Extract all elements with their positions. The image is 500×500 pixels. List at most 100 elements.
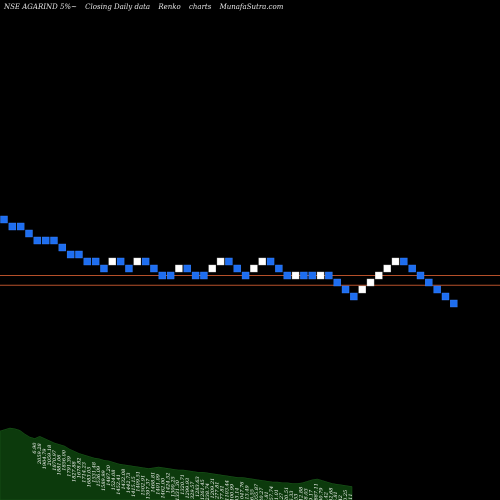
price-label: 1103.14 <box>234 488 240 500</box>
renko-brick-down <box>333 278 341 287</box>
renko-brick-down <box>75 250 83 259</box>
renko-brick-down <box>33 236 42 245</box>
header-symbol: NSE AGARIND 5%~ <box>4 3 77 11</box>
renko-brick-down <box>125 264 133 273</box>
renko-brick-down <box>141 257 150 266</box>
price-label: 1452.41 <box>116 474 122 495</box>
renko-brick-down <box>158 271 166 280</box>
price-label: 885.53 <box>294 494 300 500</box>
chart-header: NSE AGARIND 5%~ Closing Daily data Renko… <box>4 3 289 11</box>
price-label: 1432.08 <box>121 469 127 490</box>
price-label: 1020.27 <box>259 487 265 500</box>
renko-brick-down <box>408 264 416 273</box>
renko-brick-down <box>66 250 75 259</box>
renko-brick-up <box>291 271 300 280</box>
renko-brick-down <box>116 257 125 266</box>
price-label: 1320.71 <box>180 474 186 495</box>
renko-brick-down <box>441 292 450 301</box>
renko-brick-down <box>83 257 92 266</box>
price-label: 802.68 <box>328 488 334 500</box>
renko-brick-down <box>150 264 158 273</box>
price-label: 1100.99 <box>230 483 236 500</box>
price-label: 1531.48 <box>91 462 97 483</box>
renko-brick-up <box>366 278 375 287</box>
renko-brick-up <box>208 264 216 273</box>
renko-brick-up <box>216 257 225 266</box>
reference-lines <box>0 275 500 286</box>
price-label: 1103.44 <box>225 480 231 500</box>
price-label: 1424.52 <box>165 473 171 494</box>
price-label: 1904.79 <box>42 448 48 469</box>
price-label: 957.74 <box>269 486 275 500</box>
price-label: 1120.51 <box>284 487 290 500</box>
renko-bricks <box>0 215 458 308</box>
renko-brick-down <box>91 257 100 266</box>
price-label: 1827.88 <box>72 461 78 482</box>
renko-brick-down <box>425 278 433 287</box>
price-label: 1487.20 <box>106 464 112 485</box>
header-chart-kind: Closing Daily data <box>85 3 151 11</box>
price-label: 1678.82 <box>76 458 82 479</box>
price-label: 1442.73 <box>126 473 132 494</box>
price-label: 1277.81 <box>215 482 221 500</box>
renko-brick-up <box>133 257 141 266</box>
renko-brick-up <box>316 271 325 280</box>
renko-brick-down <box>400 257 408 266</box>
price-label: 1300.25 <box>170 476 176 497</box>
price-label: 1299.93 <box>185 478 191 499</box>
price-label: 1238.74 <box>205 483 211 500</box>
price-label: 1409.51 <box>136 471 142 492</box>
price-label: 1791.39 <box>67 455 73 476</box>
price-label: 1502.91 <box>141 475 147 496</box>
renko-brick-up <box>375 271 383 280</box>
renko-brick-up <box>250 264 258 273</box>
renko-brick-down <box>233 264 241 273</box>
renko-brick-down <box>266 257 275 266</box>
price-label: 796.81 <box>333 491 339 500</box>
renko-brick-up <box>175 264 183 273</box>
price-label: 2059.18 <box>47 445 53 467</box>
price-label: 1015.81 <box>264 491 270 500</box>
renko-brick-down <box>8 222 17 231</box>
renko-brick-down <box>283 271 291 280</box>
price-label: 912.88 <box>299 487 305 500</box>
price-label: 868.03 <box>304 488 310 500</box>
price-label: 1536.09 <box>96 465 102 486</box>
renko-brick-down <box>341 285 350 294</box>
renko-brick-down <box>25 229 33 238</box>
renko-brick-down <box>58 243 67 252</box>
renko-brick-down <box>241 271 250 280</box>
renko-brick-down <box>350 292 358 301</box>
renko-brick-down <box>166 271 175 280</box>
renko-brick-up <box>258 257 266 266</box>
renko-brick-down <box>100 264 108 273</box>
price-label: 1401.09 <box>155 473 161 494</box>
price-label: 1415.15 <box>131 476 137 497</box>
volume-area <box>0 427 353 500</box>
price-label: 1277.81 <box>220 485 226 500</box>
price-label: 1881.06 <box>57 454 63 475</box>
renko-brick-down <box>16 222 25 231</box>
renko-brick-down <box>300 271 308 280</box>
renko-brick-down <box>450 299 458 308</box>
price-label: 853.42 <box>338 495 344 500</box>
price-label: 849.17 <box>309 489 315 500</box>
price-label: 800.79 <box>318 487 324 500</box>
price-label: 700.25 <box>343 490 349 500</box>
price-label: 1397.37 <box>146 478 152 499</box>
price-label: 2059.28 <box>37 443 43 465</box>
price-label: 6.90 <box>32 442 38 454</box>
price-label: 1131.01 <box>274 489 280 500</box>
price-label: 1524.08 <box>111 470 117 491</box>
renko-brick-up <box>358 285 366 294</box>
price-label: 1589.99 <box>101 469 107 490</box>
header-chart-style: Renko <box>158 3 181 11</box>
renko-brick-up <box>383 264 391 273</box>
price-label: 1055.87 <box>254 483 260 500</box>
price-label: 1047.76 <box>239 481 245 500</box>
price-label: 1714.23 <box>81 462 87 483</box>
price-label: 1283.63 <box>195 476 201 497</box>
price-label: 887.42 <box>323 492 329 500</box>
renko-brick-down <box>41 236 50 245</box>
